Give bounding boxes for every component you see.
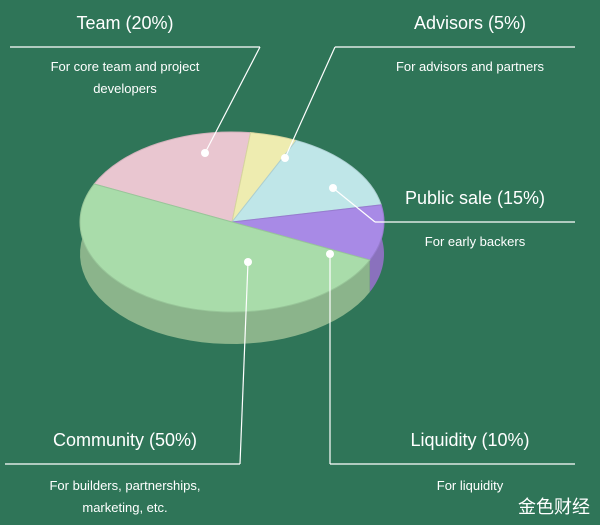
leader-dot [281,154,289,162]
description: For early backers [424,234,526,249]
label: Liquidity (10%) [410,430,530,450]
leader-line [204,46,261,154]
label: Community (50%) [52,430,198,450]
label: Public sale (15%) [404,188,546,208]
label: Advisors (5%) [413,13,527,33]
leader-dot [326,250,334,258]
leader-line [239,261,249,465]
watermark: 金色财经 [518,497,590,518]
leader-line [332,187,376,223]
slice-side [369,204,384,293]
slice [230,139,382,223]
slice-side [80,183,370,344]
leader-dot [329,184,337,192]
leader-dot [244,258,252,266]
description: For builders, partnerships, marketing, e… [49,478,201,515]
leader-line [284,46,336,159]
description: For advisors and partners [395,59,545,74]
slice [231,204,385,261]
description: For liquidity [436,478,504,493]
slice [93,131,252,223]
description: For core team and project developers [50,59,200,96]
leader-dot [201,149,209,157]
label: Team (20%) [76,13,174,33]
